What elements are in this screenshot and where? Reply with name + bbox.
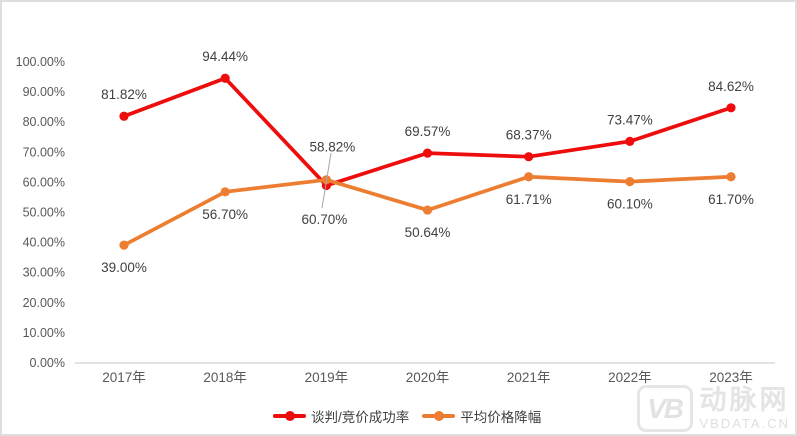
data-point: [726, 103, 736, 113]
data-point: [726, 172, 736, 182]
data-label: 81.82%: [101, 87, 147, 102]
y-tick-label: 30.00%: [23, 266, 65, 280]
data-label: 60.10%: [607, 197, 653, 212]
data-point: [422, 205, 433, 215]
data-label: 56.70%: [202, 207, 248, 222]
y-tick-label: 80.00%: [23, 115, 65, 129]
data-point: [220, 73, 230, 83]
data-point: [119, 111, 129, 121]
y-tick-label: 40.00%: [23, 236, 65, 250]
label-leader-line: [321, 152, 332, 209]
legend-marker-red: [273, 411, 306, 421]
data-label: 50.64%: [405, 225, 451, 240]
y-tick-label: 50.00%: [23, 206, 65, 220]
data-point: [220, 187, 230, 197]
x-category-label: 2023年: [709, 370, 753, 385]
y-tick-label: 20.00%: [23, 296, 65, 310]
legend-label-price-drop: 平均价格降幅: [460, 410, 542, 425]
y-tick-label: 100.00%: [16, 55, 65, 69]
data-label: 58.82%: [309, 139, 355, 154]
data-point: [524, 152, 534, 162]
data-label: 39.00%: [101, 260, 147, 275]
data-label: 69.57%: [405, 124, 451, 139]
data-label: 68.37%: [506, 128, 552, 143]
x-category-label: 2021年: [507, 370, 551, 385]
legend-item-price-drop: 平均价格降幅: [422, 406, 541, 426]
data-point: [422, 148, 433, 158]
data-point: [625, 176, 635, 187]
legend-dot-red: [284, 411, 295, 421]
x-category-label: 2017年: [102, 370, 146, 385]
legend-item-success-rate: 谈判/竞价成功率: [273, 406, 409, 426]
data-point: [119, 240, 129, 250]
data-point: [524, 172, 534, 182]
x-category-label: 2018年: [203, 370, 247, 385]
legend-label-success-rate: 谈判/竞价成功率: [311, 410, 410, 425]
legend-marker-orange: [422, 411, 456, 421]
y-tick-label: 90.00%: [23, 85, 65, 99]
y-tick-label: 10.00%: [23, 326, 65, 340]
x-category-label: 2019年: [305, 370, 349, 385]
data-label: 94.44%: [202, 49, 248, 64]
y-tick-label: 0.00%: [30, 356, 65, 370]
data-label: 84.62%: [708, 79, 754, 94]
x-category-label: 2020年: [406, 370, 450, 385]
data-point: [625, 136, 635, 146]
x-category-label: 2022年: [608, 370, 652, 385]
legend: 谈判/竞价成功率 平均价格降幅: [273, 406, 541, 426]
y-tick-label: 70.00%: [23, 145, 65, 159]
data-label: 61.70%: [708, 192, 754, 207]
data-label: 61.71%: [506, 192, 552, 207]
data-label: 60.70%: [301, 212, 347, 227]
y-tick-label: 60.00%: [23, 175, 65, 189]
legend-dot-orange: [433, 411, 444, 421]
data-label: 73.47%: [607, 112, 653, 127]
